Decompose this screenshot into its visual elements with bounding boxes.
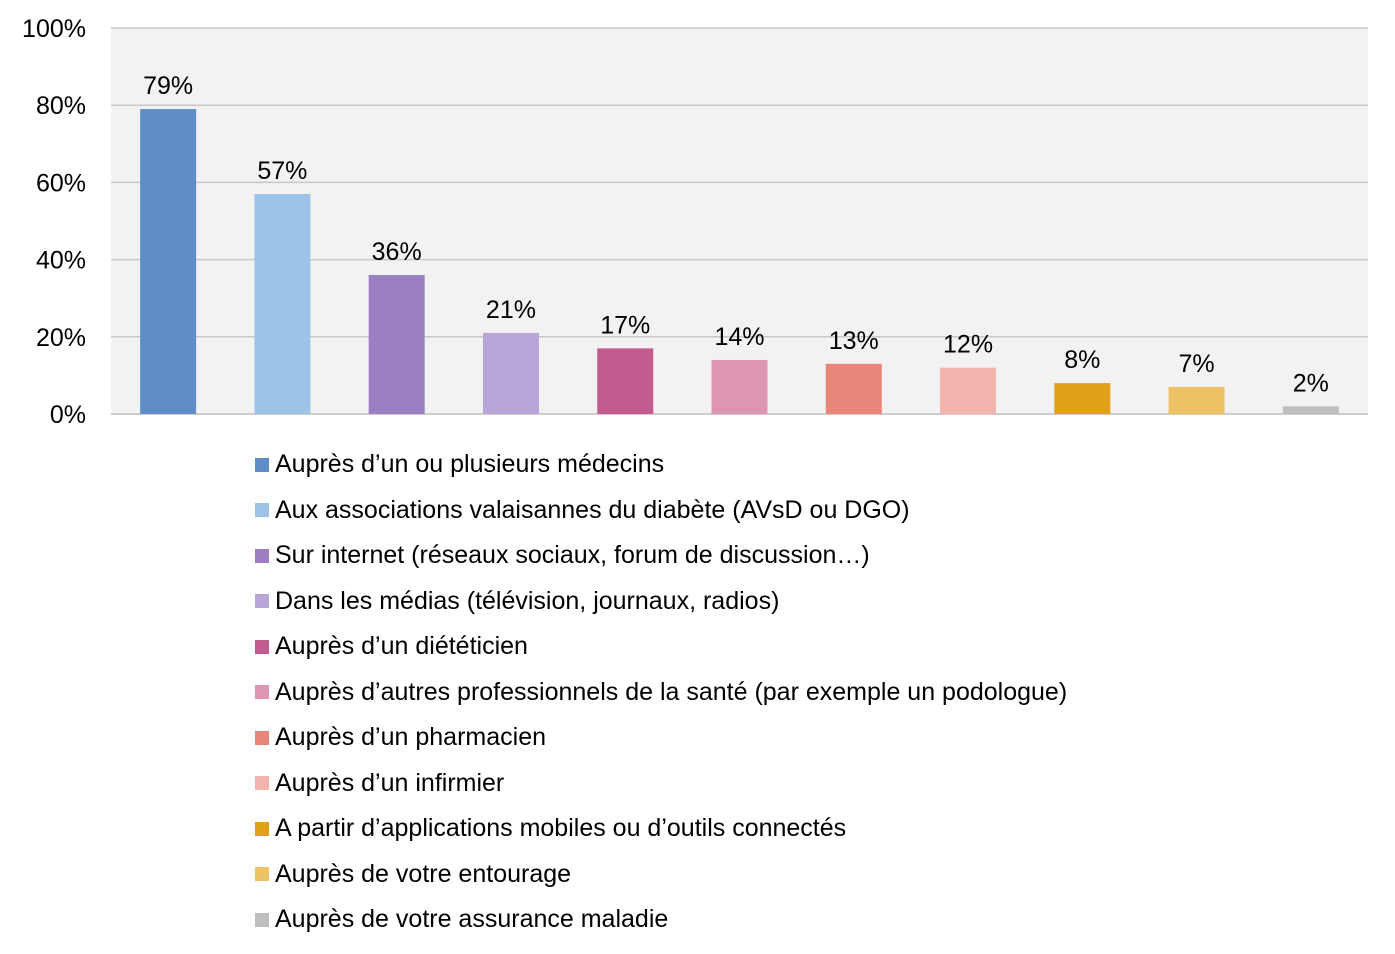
data-label: 13% — [829, 327, 879, 355]
legend-item: A partir d’applications mobiles ou d’out… — [255, 806, 1067, 852]
data-label: 2% — [1293, 369, 1329, 397]
legend-swatch — [255, 503, 269, 518]
legend-item: Auprès d’un ou plusieurs médecins — [255, 442, 1067, 488]
bar — [597, 348, 654, 414]
y-tick-label: 20% — [36, 324, 86, 352]
data-label: 57% — [257, 157, 307, 185]
legend-swatch — [255, 776, 269, 791]
y-tick-label: 60% — [36, 169, 86, 197]
bar — [1054, 383, 1111, 414]
legend-swatch — [255, 730, 269, 745]
legend-label: Auprès de votre entourage — [275, 859, 572, 888]
legend-label: Aux associations valaisannes du diabète … — [275, 495, 910, 524]
legend-item: Auprès de votre entourage — [255, 852, 1067, 898]
legend-label: Auprès d’un ou plusieurs médecins — [275, 450, 665, 479]
data-label: 12% — [943, 331, 993, 359]
data-label: 17% — [600, 311, 650, 339]
y-tick-label: 80% — [36, 92, 86, 120]
legend-label: Auprès d’un infirmier — [275, 768, 505, 797]
data-label: 14% — [714, 323, 764, 351]
bar — [1282, 406, 1339, 414]
legend-item: Auprès d’un infirmier — [255, 761, 1067, 807]
data-label: 21% — [486, 296, 536, 324]
bar — [254, 193, 311, 414]
y-axis: 0% 20% 40% 60% 80% 100% — [22, 15, 86, 429]
legend-swatch — [255, 639, 269, 654]
legend-label: A partir d’applications mobiles ou d’out… — [275, 814, 847, 843]
y-tick-label: 40% — [36, 247, 86, 275]
y-tick-label: 0% — [50, 401, 86, 429]
data-labels: 79% 57% 36% 21% 17% 14% 13% 12% 8% 7% 2% — [143, 72, 1329, 397]
data-label: 79% — [143, 72, 193, 100]
legend-label: Auprès d’autres professionnels de la san… — [275, 677, 1068, 706]
legend-item: Auprès d’autres professionnels de la san… — [255, 670, 1067, 716]
bar — [482, 332, 539, 414]
bars — [140, 109, 1339, 414]
legend-swatch — [255, 821, 269, 836]
data-label: 7% — [1179, 350, 1215, 378]
legend-swatch — [255, 912, 269, 927]
legend-item: Auprès d’un pharmacien — [255, 715, 1067, 761]
legend-item: Sur internet (réseaux sociaux, forum de … — [255, 533, 1067, 579]
bar — [940, 367, 997, 414]
bar — [140, 109, 197, 414]
legend-label: Auprès de votre assurance maladie — [275, 905, 669, 934]
bar — [368, 275, 425, 414]
legend-label: Auprès d’un pharmacien — [275, 723, 546, 752]
legend-swatch — [255, 867, 269, 882]
gridlines — [111, 27, 1368, 415]
legend-item: Auprès d’un diététicien — [255, 624, 1067, 670]
legend: Auprès d’un ou plusieurs médecins Aux ass… — [255, 442, 1067, 943]
legend-item: Auprès de votre assurance maladie — [255, 897, 1067, 943]
bar — [1168, 386, 1225, 414]
legend-item: Aux associations valaisannes du diabète … — [255, 488, 1067, 534]
data-label: 8% — [1064, 346, 1100, 374]
legend-swatch — [255, 685, 269, 700]
data-label: 36% — [372, 238, 422, 266]
plot-area — [111, 28, 1368, 414]
bar — [825, 363, 882, 414]
y-tick-label: 100% — [22, 15, 86, 43]
legend-swatch — [255, 594, 269, 609]
legend-swatch — [255, 457, 269, 472]
legend-swatch — [255, 548, 269, 563]
legend-label: Dans les médias (télévision, journaux, r… — [275, 586, 780, 615]
bar — [711, 359, 768, 414]
legend-item: Dans les médias (télévision, journaux, r… — [255, 579, 1067, 625]
legend-label: Auprès d’un diététicien — [275, 632, 528, 661]
legend-label: Sur internet (réseaux sociaux, forum de … — [275, 541, 870, 570]
